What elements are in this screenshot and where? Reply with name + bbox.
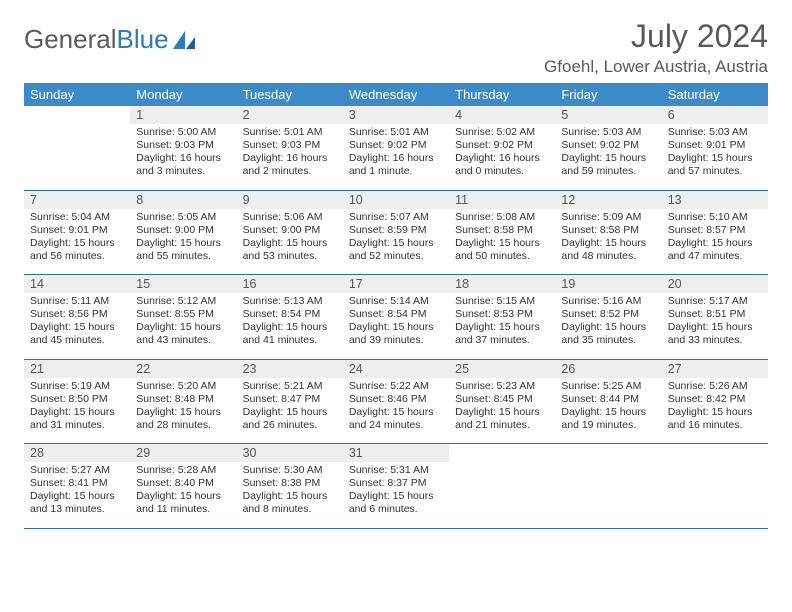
logo-text-2: Blue bbox=[117, 24, 169, 55]
weekday-header: Thursday bbox=[449, 83, 555, 106]
weekday-header: Monday bbox=[130, 83, 236, 106]
day-detail-cell: Sunrise: 5:14 AM Sunset: 8:54 PM Dayligh… bbox=[343, 293, 449, 359]
day-number-row: 21222324252627 bbox=[24, 359, 768, 378]
day-detail-cell: Sunrise: 5:16 AM Sunset: 8:52 PM Dayligh… bbox=[555, 293, 661, 359]
day-detail-cell: Sunrise: 5:08 AM Sunset: 8:58 PM Dayligh… bbox=[449, 209, 555, 275]
day-number-cell: 6 bbox=[662, 106, 768, 124]
logo-text-1: General bbox=[24, 24, 117, 55]
day-number-cell: 10 bbox=[343, 190, 449, 209]
day-detail-cell: Sunrise: 5:31 AM Sunset: 8:37 PM Dayligh… bbox=[343, 462, 449, 528]
day-detail-cell: Sunrise: 5:04 AM Sunset: 9:01 PM Dayligh… bbox=[24, 209, 130, 275]
day-detail-cell: Sunrise: 5:12 AM Sunset: 8:55 PM Dayligh… bbox=[130, 293, 236, 359]
day-number-cell: 24 bbox=[343, 359, 449, 378]
day-detail-cell: Sunrise: 5:03 AM Sunset: 9:01 PM Dayligh… bbox=[662, 124, 768, 190]
day-number-cell: 22 bbox=[130, 359, 236, 378]
location-text: Gfoehl, Lower Austria, Austria bbox=[544, 57, 768, 77]
day-number-row: 14151617181920 bbox=[24, 275, 768, 294]
day-number-cell bbox=[24, 106, 130, 124]
day-detail-cell bbox=[662, 462, 768, 528]
day-number-row: 28293031 bbox=[24, 444, 768, 463]
day-number-cell: 13 bbox=[662, 190, 768, 209]
weekday-header: Sunday bbox=[24, 83, 130, 106]
day-number-cell: 3 bbox=[343, 106, 449, 124]
day-detail-cell: Sunrise: 5:28 AM Sunset: 8:40 PM Dayligh… bbox=[130, 462, 236, 528]
day-number-cell: 21 bbox=[24, 359, 130, 378]
day-detail-cell: Sunrise: 5:06 AM Sunset: 9:00 PM Dayligh… bbox=[237, 209, 343, 275]
weekday-header: Tuesday bbox=[237, 83, 343, 106]
day-number-cell: 26 bbox=[555, 359, 661, 378]
day-detail-cell: Sunrise: 5:00 AM Sunset: 9:03 PM Dayligh… bbox=[130, 124, 236, 190]
day-number-cell: 31 bbox=[343, 444, 449, 463]
day-detail-cell: Sunrise: 5:20 AM Sunset: 8:48 PM Dayligh… bbox=[130, 378, 236, 444]
weekday-header-row: Sunday Monday Tuesday Wednesday Thursday… bbox=[24, 83, 768, 106]
logo: GeneralBlue bbox=[24, 18, 197, 55]
day-number-row: 78910111213 bbox=[24, 190, 768, 209]
day-detail-cell: Sunrise: 5:26 AM Sunset: 8:42 PM Dayligh… bbox=[662, 378, 768, 444]
day-number-cell: 19 bbox=[555, 275, 661, 294]
day-number-cell bbox=[555, 444, 661, 463]
day-detail-cell: Sunrise: 5:13 AM Sunset: 8:54 PM Dayligh… bbox=[237, 293, 343, 359]
day-detail-cell bbox=[555, 462, 661, 528]
header: GeneralBlue July 2024 Gfoehl, Lower Aust… bbox=[24, 18, 768, 77]
day-detail-cell: Sunrise: 5:30 AM Sunset: 8:38 PM Dayligh… bbox=[237, 462, 343, 528]
day-detail-cell: Sunrise: 5:19 AM Sunset: 8:50 PM Dayligh… bbox=[24, 378, 130, 444]
day-number-cell: 28 bbox=[24, 444, 130, 463]
day-number-row: 123456 bbox=[24, 106, 768, 124]
day-number-cell: 15 bbox=[130, 275, 236, 294]
weekday-header: Friday bbox=[555, 83, 661, 106]
day-detail-row: Sunrise: 5:27 AM Sunset: 8:41 PM Dayligh… bbox=[24, 462, 768, 528]
day-detail-row: Sunrise: 5:04 AM Sunset: 9:01 PM Dayligh… bbox=[24, 209, 768, 275]
day-detail-cell: Sunrise: 5:15 AM Sunset: 8:53 PM Dayligh… bbox=[449, 293, 555, 359]
day-number-cell: 23 bbox=[237, 359, 343, 378]
day-number-cell: 8 bbox=[130, 190, 236, 209]
day-detail-cell bbox=[24, 124, 130, 190]
day-detail-row: Sunrise: 5:00 AM Sunset: 9:03 PM Dayligh… bbox=[24, 124, 768, 190]
calendar-table: Sunday Monday Tuesday Wednesday Thursday… bbox=[24, 83, 768, 529]
day-detail-cell: Sunrise: 5:17 AM Sunset: 8:51 PM Dayligh… bbox=[662, 293, 768, 359]
day-detail-cell: Sunrise: 5:07 AM Sunset: 8:59 PM Dayligh… bbox=[343, 209, 449, 275]
day-number-cell: 30 bbox=[237, 444, 343, 463]
day-number-cell: 7 bbox=[24, 190, 130, 209]
day-number-cell: 2 bbox=[237, 106, 343, 124]
day-number-cell: 9 bbox=[237, 190, 343, 209]
day-number-cell: 14 bbox=[24, 275, 130, 294]
day-detail-row: Sunrise: 5:19 AM Sunset: 8:50 PM Dayligh… bbox=[24, 378, 768, 444]
day-detail-cell: Sunrise: 5:03 AM Sunset: 9:02 PM Dayligh… bbox=[555, 124, 661, 190]
day-detail-cell bbox=[449, 462, 555, 528]
day-number-cell: 4 bbox=[449, 106, 555, 124]
weekday-header: Saturday bbox=[662, 83, 768, 106]
day-detail-cell: Sunrise: 5:01 AM Sunset: 9:03 PM Dayligh… bbox=[237, 124, 343, 190]
month-title: July 2024 bbox=[544, 18, 768, 55]
calendar-body: 123456Sunrise: 5:00 AM Sunset: 9:03 PM D… bbox=[24, 106, 768, 528]
day-number-cell: 16 bbox=[237, 275, 343, 294]
day-detail-cell: Sunrise: 5:22 AM Sunset: 8:46 PM Dayligh… bbox=[343, 378, 449, 444]
day-number-cell: 18 bbox=[449, 275, 555, 294]
day-detail-cell: Sunrise: 5:01 AM Sunset: 9:02 PM Dayligh… bbox=[343, 124, 449, 190]
day-number-cell: 20 bbox=[662, 275, 768, 294]
day-number-cell: 25 bbox=[449, 359, 555, 378]
day-detail-cell: Sunrise: 5:05 AM Sunset: 9:00 PM Dayligh… bbox=[130, 209, 236, 275]
day-number-cell: 27 bbox=[662, 359, 768, 378]
day-number-cell: 5 bbox=[555, 106, 661, 124]
day-detail-cell: Sunrise: 5:11 AM Sunset: 8:56 PM Dayligh… bbox=[24, 293, 130, 359]
day-detail-cell: Sunrise: 5:09 AM Sunset: 8:58 PM Dayligh… bbox=[555, 209, 661, 275]
day-detail-cell: Sunrise: 5:21 AM Sunset: 8:47 PM Dayligh… bbox=[237, 378, 343, 444]
title-block: July 2024 Gfoehl, Lower Austria, Austria bbox=[544, 18, 768, 77]
day-detail-cell: Sunrise: 5:25 AM Sunset: 8:44 PM Dayligh… bbox=[555, 378, 661, 444]
day-detail-row: Sunrise: 5:11 AM Sunset: 8:56 PM Dayligh… bbox=[24, 293, 768, 359]
day-number-cell: 29 bbox=[130, 444, 236, 463]
day-number-cell bbox=[662, 444, 768, 463]
logo-sail-icon bbox=[171, 29, 197, 51]
day-number-cell: 11 bbox=[449, 190, 555, 209]
weekday-header: Wednesday bbox=[343, 83, 449, 106]
day-number-cell: 17 bbox=[343, 275, 449, 294]
day-number-cell: 12 bbox=[555, 190, 661, 209]
day-number-cell bbox=[449, 444, 555, 463]
day-number-cell: 1 bbox=[130, 106, 236, 124]
day-detail-cell: Sunrise: 5:23 AM Sunset: 8:45 PM Dayligh… bbox=[449, 378, 555, 444]
day-detail-cell: Sunrise: 5:02 AM Sunset: 9:02 PM Dayligh… bbox=[449, 124, 555, 190]
day-detail-cell: Sunrise: 5:10 AM Sunset: 8:57 PM Dayligh… bbox=[662, 209, 768, 275]
day-detail-cell: Sunrise: 5:27 AM Sunset: 8:41 PM Dayligh… bbox=[24, 462, 130, 528]
